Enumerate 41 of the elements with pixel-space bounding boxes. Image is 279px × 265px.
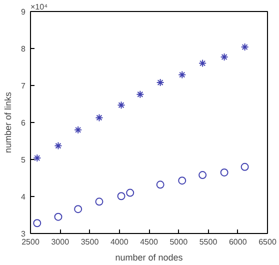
point: [178, 176, 186, 185]
point: [74, 205, 82, 214]
x-tick-label: 6000: [228, 238, 248, 246]
point: [95, 198, 104, 206]
point: [54, 142, 62, 150]
point: [95, 114, 104, 122]
point: [33, 219, 42, 228]
point: [117, 192, 126, 200]
x-axis-title: number of nodes: [115, 252, 184, 262]
y-axis-title: number of links: [3, 91, 14, 154]
y-tick-label: 8: [21, 44, 26, 54]
y-tick-label: 7: [21, 82, 26, 90]
y-tick-label: 9: [21, 8, 26, 16]
x-tick-label: 3000: [51, 238, 70, 246]
point: [220, 53, 228, 62]
point: [198, 171, 207, 180]
point: [156, 78, 164, 87]
point: [117, 101, 126, 110]
x-tick-label: 6500: [258, 238, 277, 246]
point: [220, 168, 228, 176]
point: [240, 162, 249, 171]
x-tick-label: 2500: [22, 238, 40, 246]
point: [54, 212, 62, 221]
point: [178, 70, 186, 79]
point: [156, 180, 164, 189]
y-tick-label: 6: [21, 118, 26, 128]
point: [74, 126, 82, 134]
annotation: ×10⁴: [30, 2, 48, 12]
y-tick-label: 4: [21, 192, 26, 202]
x-tick-label: 4000: [110, 238, 129, 246]
point: [136, 90, 144, 98]
point: [33, 154, 42, 162]
x-tick-label: 4500: [140, 238, 158, 246]
x-tick-label: 3500: [80, 238, 100, 246]
x-tick-label: 5500: [199, 238, 218, 246]
point: [240, 43, 249, 52]
y-tick-label: 5: [21, 156, 26, 164]
x-tick-label: 5000: [170, 238, 188, 246]
y-tick-label: 3: [21, 230, 26, 238]
point: [126, 188, 134, 197]
point: [198, 59, 207, 68]
